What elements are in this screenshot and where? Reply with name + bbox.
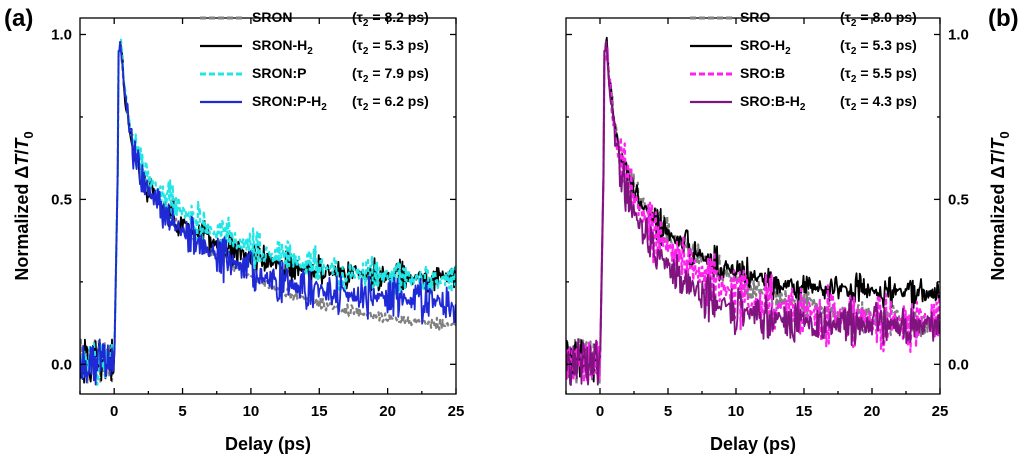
y-tick-label: 0.5 [948,191,969,208]
x-tick-label: 10 [728,403,745,420]
legend-entry-name: SRO-H2 [740,37,791,57]
panel-b: 0 5 10 15 20 25 0.0 0.5 1.0 Delay (ps) Normalized … [565,5,1019,454]
x-tick-label: 10 [243,403,260,420]
x-axis-label: Delay (ps) [710,434,796,454]
x-tick-label: 15 [311,403,328,420]
panel-a: 0 5 10 15 20 25 0.0 0.5 1.0 Delay (ps) Normalized … [4,5,464,454]
y-tick-label: 1.0 [948,26,969,43]
legend-entry-name: SRON-H2 [252,37,313,57]
legend-entry-tau: (τ2 = 7.9 ps) [352,65,429,85]
series-line-sron-p-h2 [80,40,456,386]
x-tick-label: 20 [379,403,396,420]
panel-label: (b) [988,5,1019,32]
legend-entry-tau: (τ2 = 5.3 ps) [840,37,917,57]
y-axis-label: Normalized ΔT/T0 [12,131,36,280]
legend-entry-tau: (τ2 = 8.2 ps) [352,9,429,29]
legend-entry-name: SRO:B-H2 [740,93,806,113]
x-tick-label: 25 [448,403,465,420]
x-tick-label: 15 [796,403,813,420]
legend-entry-name: SRO:B [740,65,785,81]
x-tick-label: 5 [178,403,186,420]
legend: SRON (τ2 = 8.2 ps) SRON-H2 (τ2 = 5.3 ps) SRO… [200,9,429,113]
legend-entry-name: SRON:P-H2 [252,93,327,113]
legend-entry-name: SRO [740,9,770,25]
legend-entry-tau: (τ2 = 5.3 ps) [352,37,429,57]
y-axis-label: Normalized ΔT/T0 [988,131,1012,280]
x-tick-label: 20 [864,403,881,420]
x-tick-label: 0 [110,403,118,420]
y-tick-label: 0.0 [948,356,969,373]
series-group [566,36,940,386]
legend-entry-tau: (τ2 = 5.5 ps) [840,65,917,85]
x-tick-label: 25 [932,403,949,420]
legend-entry-tau: (τ2 = 8.0 ps) [840,9,917,29]
legend-entry-tau: (τ2 = 4.3 ps) [840,93,917,113]
y-tick-label: 0.5 [51,191,72,208]
legend-entry-tau: (τ2 = 6.2 ps) [352,93,429,113]
x-tick-label: 5 [664,403,672,420]
series-line-sro-h2 [566,36,940,384]
series-line-sro-b-h2 [566,40,940,386]
series-line-sron-p [80,38,456,386]
plot-frame [79,17,457,395]
series-group [80,38,456,386]
y-tick-label: 0.0 [51,356,72,373]
legend-entry-name: SRON [252,9,292,25]
legend-entry-name: SRON:P [252,65,306,81]
y-tick-label: 1.0 [51,26,72,43]
panel-label: (a) [4,5,33,32]
x-tick-label: 0 [596,403,604,420]
legend: SRO (τ2 = 8.0 ps) SRO-H2 (τ2 = 5.3 ps) SRO:B… [690,9,917,113]
x-axis-label: Delay (ps) [225,434,311,454]
plot-frame [565,17,941,395]
